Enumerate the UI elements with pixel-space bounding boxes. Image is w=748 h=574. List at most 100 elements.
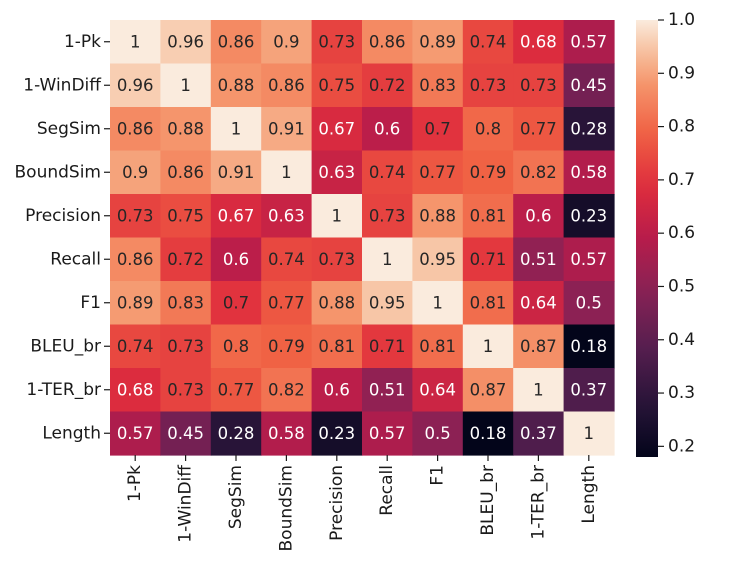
heatmap-cell-1-TER_br-1-Pk xyxy=(110,368,161,413)
cell-value: 0.86 xyxy=(218,32,255,51)
heatmap-cell-BoundSim-F1 xyxy=(412,150,464,195)
heatmap-cell-Length-1-TER_br xyxy=(513,411,565,456)
heatmap-cell-BoundSim-1-TER_br xyxy=(513,150,565,195)
colorbar-tick-label: 1.0 xyxy=(668,10,695,30)
heatmap-cell-1-WinDiff-Recall xyxy=(362,63,413,108)
cell-value: 0.57 xyxy=(570,250,607,269)
heatmap-cell-BLEU_br-1-Pk xyxy=(110,324,161,369)
heatmap-cell-BLEU_br-BoundSim xyxy=(261,324,313,369)
heatmap-cell-1-Pk-Length xyxy=(563,20,615,65)
cell-value: 0.7 xyxy=(223,293,249,312)
column-label: Precision xyxy=(327,465,347,541)
heatmap-cell-Length-1-Pk xyxy=(110,411,161,456)
heatmap-cell-1-WinDiff-1-WinDiff xyxy=(160,63,212,108)
heatmap-cell-Recall-Recall xyxy=(362,237,413,282)
cell-value: 0.73 xyxy=(318,32,355,51)
heatmap-cell-BoundSim-Precision xyxy=(311,150,363,195)
heatmap-cell-F1-BLEU_br xyxy=(462,281,514,326)
heatmap-cell-SegSim-BLEU_br xyxy=(462,107,514,152)
cell-value: 0.51 xyxy=(369,380,406,399)
heatmap-cell-1-WinDiff-F1 xyxy=(412,63,464,108)
column-label: F1 xyxy=(428,465,448,486)
column-label: Recall xyxy=(377,465,397,516)
cell-value: 0.5 xyxy=(576,293,602,312)
heatmap-cell-Recall-BoundSim xyxy=(261,237,313,282)
cell-value: 1 xyxy=(584,424,595,443)
heatmap-cell-1-Pk-Precision xyxy=(311,20,363,65)
cell-value: 0.68 xyxy=(117,380,154,399)
heatmap-cell-1-WinDiff-SegSim xyxy=(210,63,262,108)
cell-value: 0.73 xyxy=(520,76,557,95)
cell-value: 0.74 xyxy=(470,32,507,51)
heatmap-cell-1-TER_br-Recall xyxy=(362,368,413,413)
heatmap-cell-labels: 1 0.96 0.86 0.9 0.73 0.86 0.89 0.74 0.68 0.57 0.96… xyxy=(117,32,607,443)
heatmap-cell-Length-Precision xyxy=(311,411,363,456)
cell-value: 0.23 xyxy=(318,424,355,443)
heatmap-cell-Length-F1 xyxy=(412,411,464,456)
cell-value: 0.73 xyxy=(167,337,204,356)
heatmap-cell-1-Pk-BoundSim xyxy=(261,20,313,65)
cell-value: 0.86 xyxy=(268,76,305,95)
heatmap-cell-BoundSim-1-WinDiff xyxy=(160,150,212,195)
colorbar-tick-label: 0.4 xyxy=(668,330,695,350)
heatmap-cell-BoundSim-SegSim xyxy=(210,150,262,195)
cell-value: 1 xyxy=(281,163,292,182)
heatmap-cell-BoundSim-BoundSim xyxy=(261,150,313,195)
heatmap-cell-F1-1-TER_br xyxy=(513,281,565,326)
heatmap-cell-1-Pk-1-Pk xyxy=(110,20,161,65)
heatmap-cell-Recall-SegSim xyxy=(210,237,262,282)
cell-value: 0.73 xyxy=(470,76,507,95)
cell-value: 0.95 xyxy=(419,250,456,269)
cell-value: 0.58 xyxy=(570,163,607,182)
cell-value: 0.64 xyxy=(520,293,557,312)
cell-value: 0.82 xyxy=(268,380,305,399)
cell-value: 0.8 xyxy=(475,119,501,138)
cell-value: 0.74 xyxy=(117,337,154,356)
cell-value: 0.95 xyxy=(369,293,406,312)
heatmap-cell-Precision-Recall xyxy=(362,194,413,239)
heatmap-cell-SegSim-1-TER_br xyxy=(513,107,565,152)
cell-value: 1 xyxy=(533,380,544,399)
cell-value: 0.18 xyxy=(570,337,607,356)
cell-value: 0.5 xyxy=(424,424,450,443)
colorbar-ticks: 0.2 0.3 0.4 0.5 0.6 0.7 0.8 0.9 1.0 xyxy=(658,10,695,456)
heatmap-cell-SegSim-1-WinDiff xyxy=(160,107,212,152)
cell-value: 0.23 xyxy=(570,206,607,225)
heatmap-cell-BoundSim-Length xyxy=(563,150,615,195)
heatmap-cell-SegSim-Precision xyxy=(311,107,363,152)
cell-value: 0.57 xyxy=(117,424,154,443)
cell-value: 1 xyxy=(231,119,242,138)
cell-value: 0.79 xyxy=(268,337,305,356)
cell-value: 0.88 xyxy=(318,293,355,312)
heatmap-cell-SegSim-Length xyxy=(563,107,615,152)
cell-value: 0.77 xyxy=(520,119,557,138)
heatmap-cell-1-WinDiff-BLEU_br xyxy=(462,63,514,108)
heatmap-cell-1-TER_br-Length xyxy=(563,368,615,413)
cell-value: 0.81 xyxy=(318,337,355,356)
heatmap-cell-Precision-SegSim xyxy=(210,194,262,239)
heatmap-cell-1-WinDiff-Length xyxy=(563,63,615,108)
cell-value: 0.45 xyxy=(167,424,204,443)
heatmap-cell-SegSim-F1 xyxy=(412,107,464,152)
cell-value: 0.96 xyxy=(167,32,204,51)
row-label: 1-TER_br xyxy=(26,380,101,400)
cell-value: 0.63 xyxy=(268,206,305,225)
heatmap-cell-BLEU_br-Length xyxy=(563,324,615,369)
heatmap-cell-Precision-BoundSim xyxy=(261,194,313,239)
column-label: 1-TER_br xyxy=(528,465,548,540)
cell-value: 0.73 xyxy=(117,206,154,225)
heatmap-cell-F1-1-WinDiff xyxy=(160,281,212,326)
heatmap-cell-F1-SegSim xyxy=(210,281,262,326)
cell-value: 0.51 xyxy=(520,250,557,269)
cell-value: 1 xyxy=(432,293,443,312)
cell-value: 0.86 xyxy=(117,119,154,138)
heatmap-cell-Recall-1-WinDiff xyxy=(160,237,212,282)
colorbar-tick-label: 0.8 xyxy=(668,117,695,137)
cell-value: 0.72 xyxy=(369,76,406,95)
cell-value: 0.63 xyxy=(318,163,355,182)
heatmap-cell-Precision-Length xyxy=(563,194,615,239)
heatmap-cells xyxy=(110,20,615,456)
heatmap-cell-1-TER_br-Precision xyxy=(311,368,363,413)
cell-value: 0.82 xyxy=(520,163,557,182)
